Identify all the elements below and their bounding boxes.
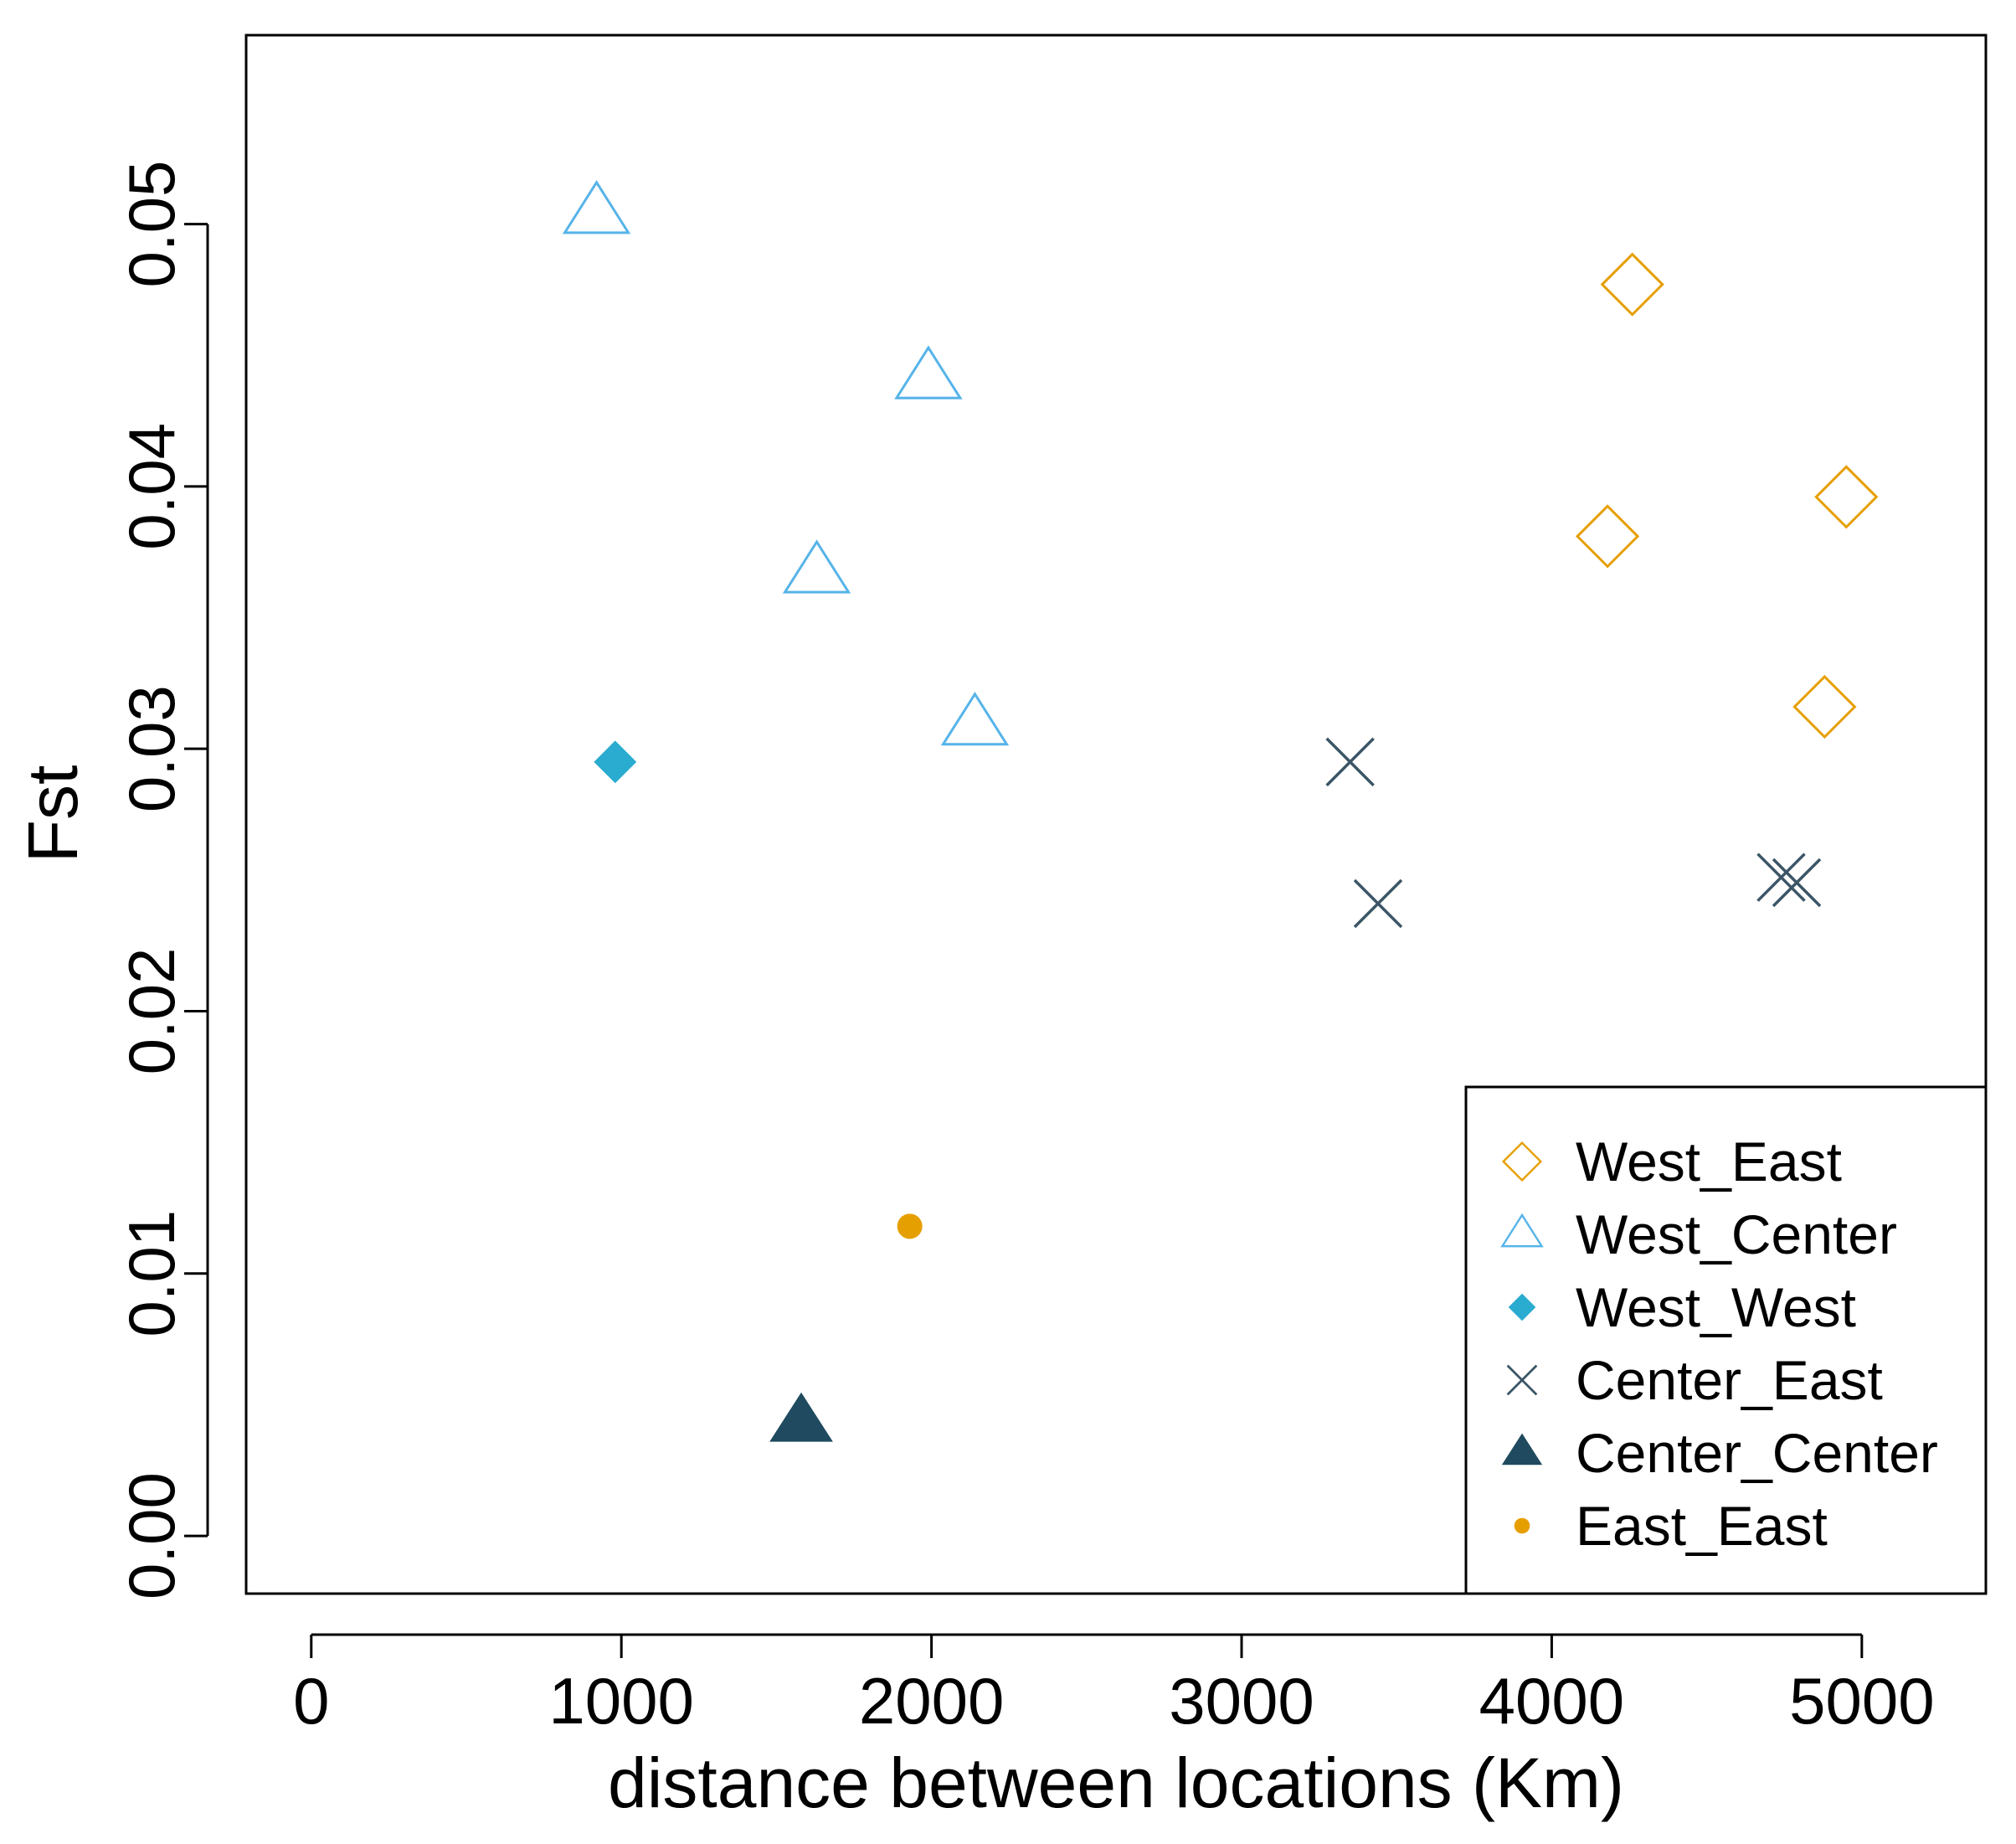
- x-tick-label: 2000: [859, 1664, 1005, 1738]
- data-point: [1814, 465, 1879, 529]
- data-point: [769, 1392, 833, 1442]
- legend-label: West_East: [1576, 1131, 1842, 1192]
- y-tick-label: 0.03: [115, 685, 188, 812]
- data-point: [1600, 252, 1664, 317]
- x-tick-label: 4000: [1479, 1664, 1625, 1738]
- legend-label: West_Center: [1576, 1203, 1897, 1265]
- y-axis: 0.00 0.01 0.02 0.03 0.04 0.05: [115, 161, 209, 1599]
- data-point: [562, 180, 631, 234]
- plot-frame: [244, 33, 1988, 1595]
- x-tick-label: 1000: [548, 1664, 694, 1738]
- data-point: [1792, 674, 1857, 739]
- data-point: [1772, 858, 1822, 908]
- data-point: [1353, 878, 1403, 929]
- legend: West_East West_Center West_West Center_East…: [1464, 1085, 1988, 1595]
- y-axis-title: Fst: [13, 765, 92, 863]
- x-axis-title: distance between locations (Km): [608, 1744, 1624, 1822]
- x-tick-label: 3000: [1169, 1664, 1314, 1738]
- legend-symbol: [1506, 1364, 1538, 1396]
- legend-label: Center_East: [1576, 1349, 1883, 1411]
- legend-label: Center_Center: [1576, 1422, 1938, 1484]
- y-tick-label: 0.01: [115, 1210, 188, 1337]
- legend-symbol: [1500, 1213, 1544, 1248]
- legend-label: West_West: [1576, 1276, 1856, 1338]
- data-marks: [562, 180, 1879, 1442]
- y-tick-label: 0.02: [115, 948, 188, 1075]
- data-point: [940, 691, 1010, 746]
- y-tick-label: 0.05: [115, 161, 188, 288]
- data-point: [594, 740, 637, 784]
- y-tick-label: 0.04: [115, 423, 188, 550]
- data-point: [1325, 737, 1375, 787]
- y-tick-label: 0.00: [115, 1472, 188, 1599]
- x-axis: 0 1000 2000 3000 4000 5000: [293, 1633, 1935, 1738]
- legend-symbol: [1501, 1141, 1543, 1182]
- legend-symbol: [1501, 1433, 1543, 1465]
- data-point: [1756, 852, 1806, 902]
- legend-box: [1464, 1085, 1988, 1595]
- data-point: [782, 539, 851, 594]
- data-point: [894, 345, 963, 399]
- legend-label: East_East: [1576, 1495, 1828, 1557]
- x-tick-label: 5000: [1789, 1664, 1935, 1738]
- x-tick-label: 0: [293, 1664, 329, 1738]
- data-point: [897, 1213, 923, 1239]
- legend-symbol: [1508, 1293, 1536, 1321]
- data-point: [1575, 504, 1640, 569]
- legend-symbol: [1514, 1517, 1530, 1534]
